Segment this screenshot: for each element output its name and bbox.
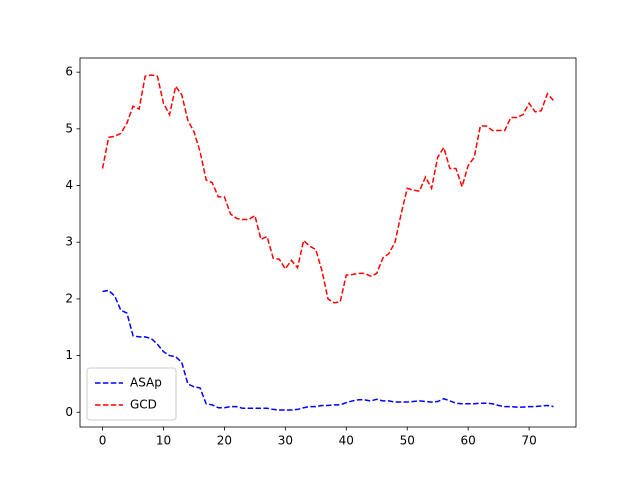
plot-frame bbox=[79, 57, 577, 428]
x-tick-label: 20 bbox=[217, 434, 232, 448]
y-tick-label: 6 bbox=[65, 65, 73, 79]
x-tick-label: 0 bbox=[99, 434, 107, 448]
legend bbox=[86, 367, 177, 421]
line bbox=[101, 74, 555, 304]
legend-label: GCD bbox=[130, 398, 157, 412]
y-tick-label: 2 bbox=[65, 291, 73, 305]
x-tick-label: 50 bbox=[400, 434, 415, 448]
x-tick-label: 30 bbox=[278, 434, 293, 448]
x-tick-label: 70 bbox=[521, 434, 536, 448]
x-tick-label: 60 bbox=[461, 434, 476, 448]
legend-label: ASAp bbox=[130, 376, 162, 390]
y-tick-label: 4 bbox=[65, 178, 73, 192]
y-tick-label: 0 bbox=[65, 405, 73, 419]
y-tick-label: 1 bbox=[65, 348, 73, 362]
line bbox=[102, 289, 554, 411]
y-tick-label: 3 bbox=[65, 235, 73, 249]
y-tick-label: 5 bbox=[65, 121, 73, 135]
x-tick-label: 10 bbox=[156, 434, 171, 448]
x-tick-label: 40 bbox=[339, 434, 354, 448]
